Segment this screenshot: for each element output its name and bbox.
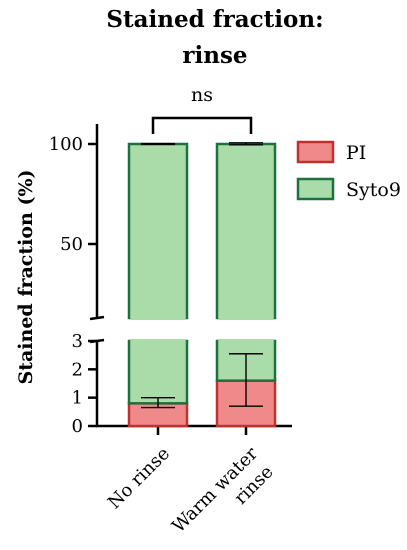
y-tick-label-upper-1: 100	[49, 134, 83, 155]
legend-label-pi: PI	[346, 142, 366, 164]
significance-bracket-line	[151, 116, 253, 134]
y-tick-label-lower-0: 0	[72, 416, 83, 437]
significance-label: ns	[191, 84, 213, 106]
legend-swatch-pi	[296, 140, 335, 164]
bar-syto9-upper-1	[215, 142, 277, 320]
axis-break-mark-upper	[89, 315, 105, 321]
significance-bracket: ns	[151, 84, 253, 134]
bars	[127, 142, 277, 428]
bar-break-cover-upper-0	[130, 316, 186, 320]
tick-labels: 0 1 2 3 50 100	[49, 134, 83, 437]
y-tick-label-lower-2: 2	[72, 359, 83, 380]
bar-break-cover-lower-1	[218, 339, 274, 343]
category-label-0-line-0: No rinse	[104, 443, 174, 513]
bar-syto9-lower-0	[127, 339, 189, 405]
bar-break-cover-lower-0	[130, 339, 186, 343]
bar-break-cover-upper-1	[218, 316, 274, 320]
category-label-1: Warm waterrinse	[168, 443, 279, 550]
legend-swatch-syto9	[296, 177, 335, 201]
y-tick-label-upper-0: 50	[60, 234, 83, 255]
legend-label-syto9: Syto9	[346, 179, 401, 201]
category-label-0: No rinse	[104, 443, 174, 513]
error-bars	[141, 142, 263, 409]
y-axis-label: Stained fraction (%)	[15, 169, 37, 384]
y-tick-label-lower-1: 1	[72, 388, 83, 409]
chart-title-line-1: Stained fraction:	[106, 6, 323, 33]
chart-title-line-2: rinse	[182, 42, 247, 69]
legend: PI Syto9	[296, 140, 401, 201]
bar-syto9-upper-0	[127, 142, 189, 320]
y-tick-label-lower-3: 3	[72, 331, 83, 352]
